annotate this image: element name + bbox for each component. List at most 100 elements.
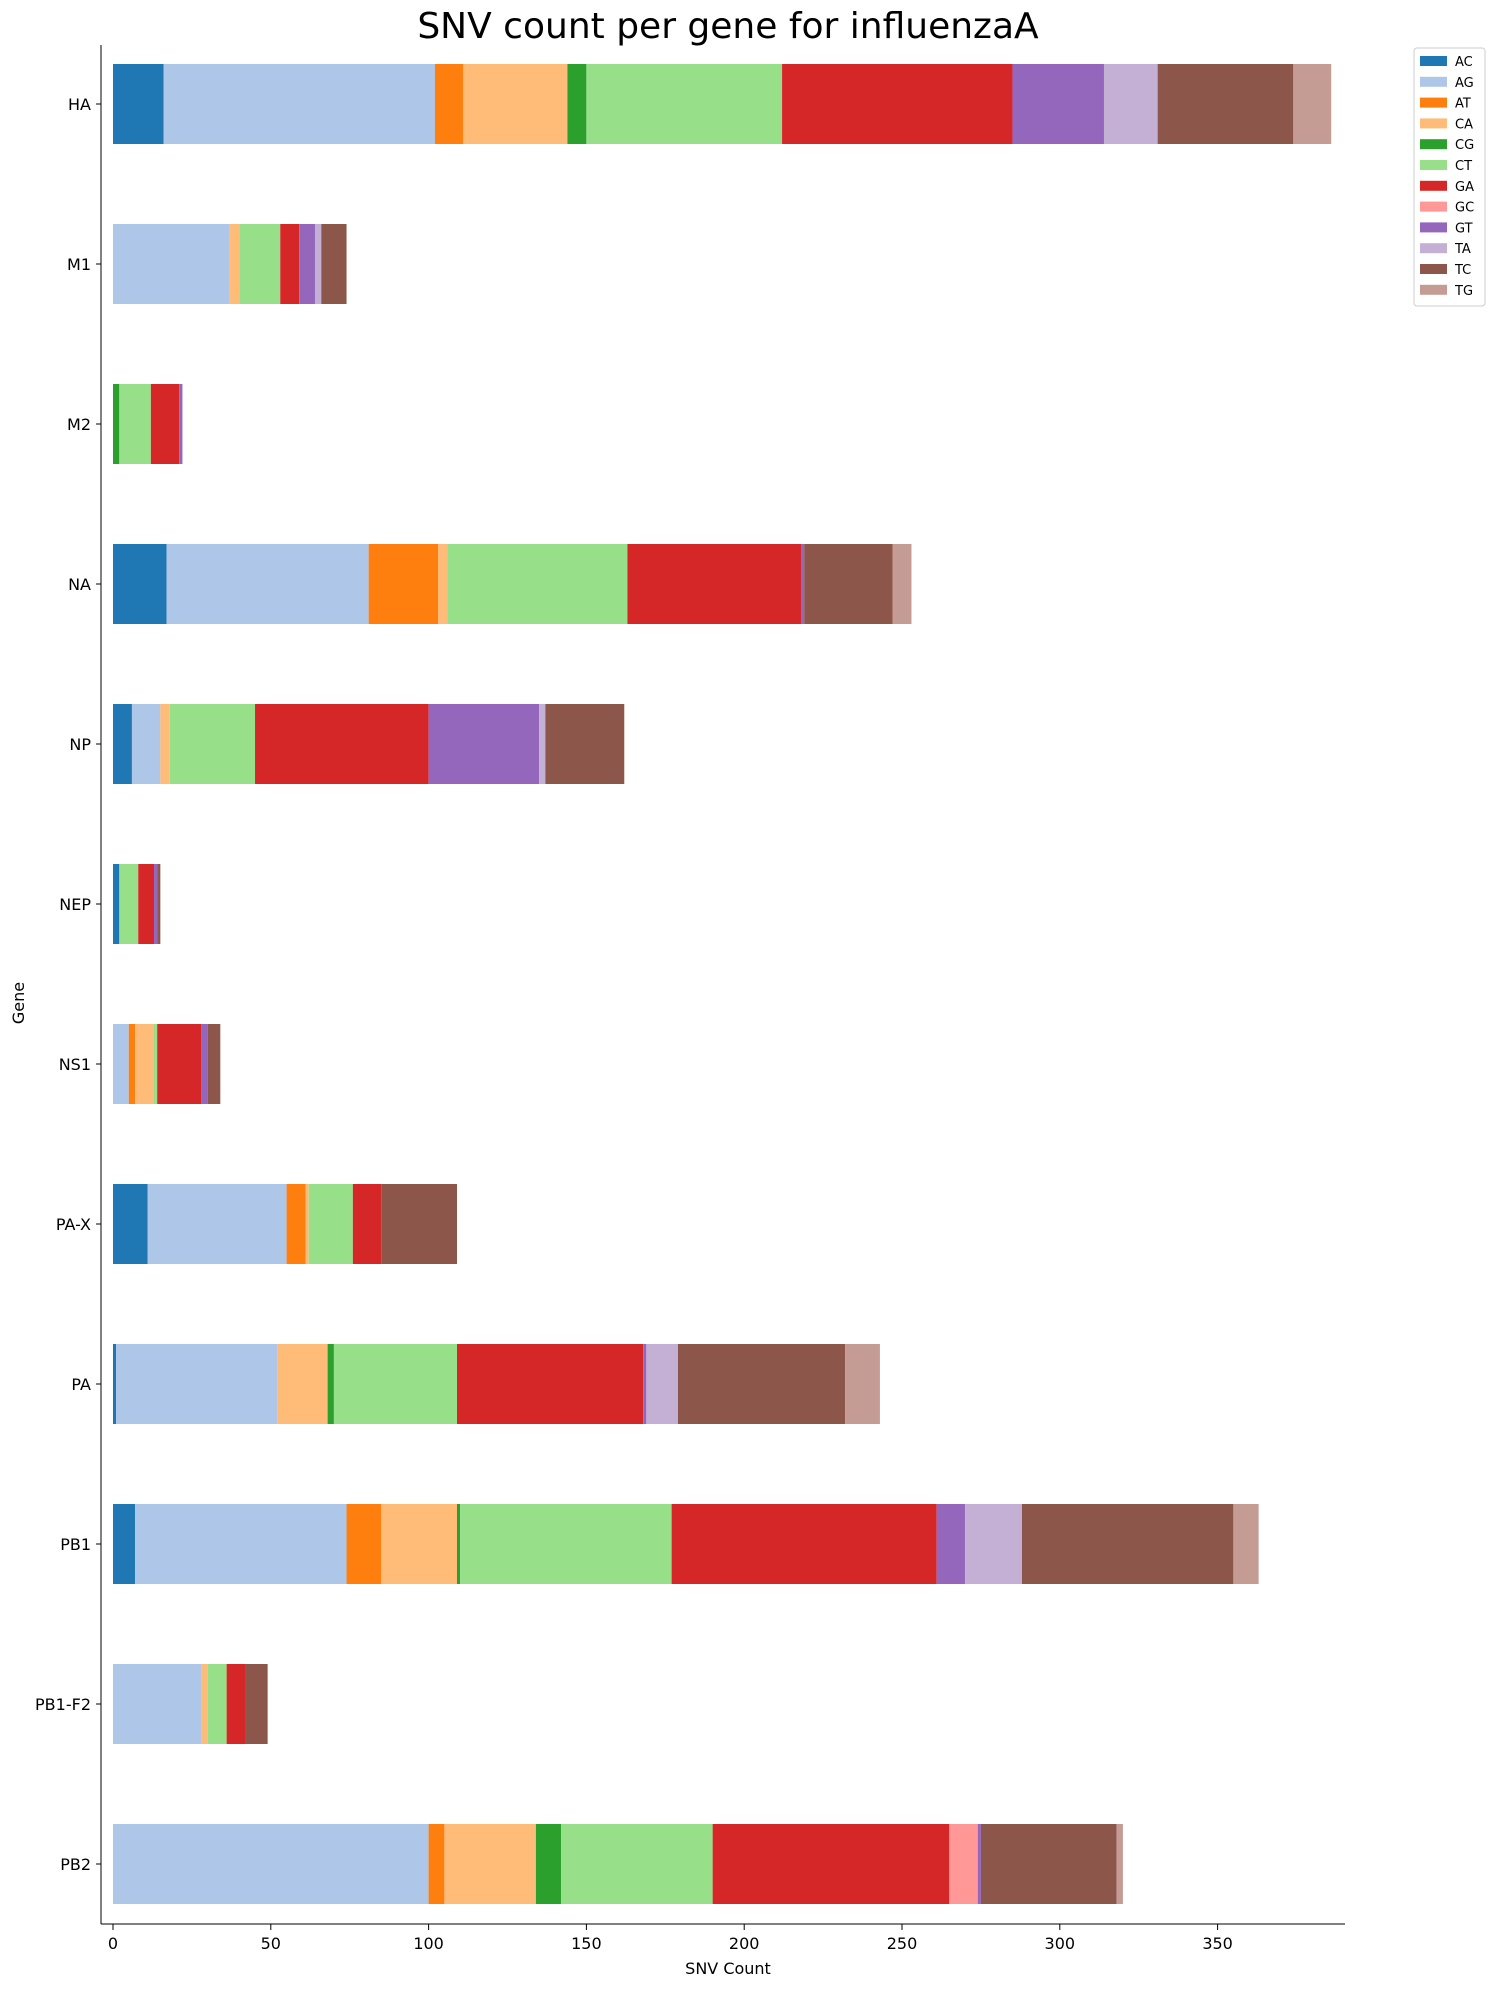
bar-segment-pb1-ta bbox=[965, 1504, 1022, 1584]
bar-segment-pb2-ca bbox=[444, 1824, 536, 1904]
bar-segment-ns1-at bbox=[128, 1024, 136, 1104]
bar-segment-pa-tc bbox=[677, 1344, 846, 1424]
legend-label-ta: TA bbox=[1454, 242, 1471, 257]
bar-segment-pa-ct bbox=[333, 1344, 458, 1424]
bar-segment-nep-tc bbox=[157, 864, 161, 944]
bar-segment-ha-ac bbox=[113, 64, 164, 144]
x-ticks-group: 0 50 100 150 200 250 300 350 bbox=[108, 1924, 1233, 1953]
bar-segment-ns1-ga bbox=[157, 1024, 202, 1104]
bar-segment-pb2-ag bbox=[113, 1824, 429, 1904]
bar-segment-ns1-gt bbox=[201, 1024, 208, 1104]
bar-segment-ns1-tc bbox=[207, 1024, 221, 1104]
bar-segment-pb2-gc bbox=[949, 1824, 978, 1904]
bar-segment-pa-ac bbox=[113, 1344, 117, 1424]
bar-segment-np-gt bbox=[428, 704, 540, 784]
bar-segment-pb1-tg bbox=[1233, 1504, 1259, 1584]
bar-segment-m2-ct bbox=[119, 384, 151, 464]
y-tick-label: NS1 bbox=[59, 1055, 91, 1074]
bar-segment-ha-at bbox=[434, 64, 464, 144]
legend-label-gt: GT bbox=[1455, 221, 1473, 236]
legend-swatch-ta bbox=[1420, 243, 1447, 254]
bar-segment-pb2-ga bbox=[712, 1824, 950, 1904]
bar-segment-m1-gt bbox=[299, 224, 315, 304]
bar-segment-ha-ta bbox=[1103, 64, 1158, 144]
legend-swatch-tg bbox=[1420, 284, 1447, 295]
bar-segment-ns1-ct bbox=[154, 1024, 158, 1104]
bar-segment-ha-cg bbox=[567, 64, 587, 144]
y-axis-label: Gene bbox=[9, 982, 28, 1024]
bar-segment-na-ct bbox=[447, 544, 628, 624]
bar-segment-m1-tc bbox=[321, 224, 347, 304]
y-tick-label: NEP bbox=[59, 895, 91, 914]
bar-segment-pb1-ag bbox=[135, 1504, 347, 1584]
bar-segment-na-tg bbox=[892, 544, 912, 624]
y-tick-label: HA bbox=[68, 95, 91, 114]
y-tick-label: PA bbox=[71, 1375, 91, 1394]
bar-segment-pa-cg bbox=[327, 1344, 334, 1424]
bar-segment-pa-ga bbox=[457, 1344, 644, 1424]
bar-segment-pb2-at bbox=[428, 1824, 445, 1904]
y-tick-label: PB1 bbox=[60, 1535, 91, 1554]
bar-segment-ns1-ca bbox=[135, 1024, 155, 1104]
y-tick-label: PB1-F2 bbox=[35, 1695, 91, 1714]
bar-segment-ha-ca bbox=[463, 64, 568, 144]
legend-swatch-gc bbox=[1420, 201, 1447, 212]
bar-segment-pb1-f2-tc bbox=[245, 1664, 268, 1744]
legend-swatch-tc bbox=[1420, 264, 1447, 274]
y-tick-label: M1 bbox=[67, 255, 91, 274]
bar-segment-nep-ga bbox=[138, 864, 155, 944]
y-ticks-group: HA M1 M2 NA NP NEP NS1 PA-X PA PB1 PB1-F2 PB2 bbox=[35, 95, 101, 1874]
legend-swatch-ca bbox=[1420, 118, 1447, 129]
bar-segment-m1-ag bbox=[113, 224, 230, 304]
y-tick-label: M2 bbox=[67, 415, 91, 434]
x-tick-label: 200 bbox=[729, 1934, 760, 1953]
bar-segment-ha-ct bbox=[586, 64, 783, 144]
legend-label-ga: GA bbox=[1455, 180, 1474, 195]
bar-segment-pb2-gt bbox=[977, 1824, 981, 1904]
bar-segment-m1-ta bbox=[314, 224, 322, 304]
legend-label-at: AT bbox=[1455, 97, 1471, 112]
bar-segment-pb1-f2-ag bbox=[113, 1664, 202, 1744]
bar-segment-nep-ct bbox=[119, 864, 139, 944]
bar-segment-na-gt bbox=[801, 544, 805, 624]
bar-segment-pb1-tc bbox=[1021, 1504, 1234, 1584]
legend-swatch-ct bbox=[1420, 160, 1447, 170]
bar-segment-pa-x-ag bbox=[147, 1184, 287, 1264]
bar-segment-na-ga bbox=[627, 544, 802, 624]
bar-segment-ha-tg bbox=[1293, 64, 1332, 144]
bar-segment-pa-x-tc bbox=[381, 1184, 458, 1264]
bar-segment-nep-gt bbox=[154, 864, 158, 944]
legend-label-cg: CG bbox=[1455, 138, 1474, 153]
bars-group bbox=[113, 64, 1332, 1904]
x-tick-label: 100 bbox=[413, 1934, 444, 1953]
legend-label-tg: TG bbox=[1454, 284, 1473, 299]
bar-segment-m1-ca bbox=[229, 224, 240, 304]
bar-segment-pa-ag bbox=[116, 1344, 278, 1424]
bar-segment-pb2-cg bbox=[535, 1824, 562, 1904]
bar-segment-pb1-cg bbox=[457, 1504, 461, 1584]
bar-segment-pb1-f2-ct bbox=[207, 1664, 227, 1744]
legend-swatch-gt bbox=[1420, 222, 1447, 233]
bar-segment-pa-x-ac bbox=[113, 1184, 148, 1264]
legend-label-ct: CT bbox=[1455, 159, 1472, 174]
bar-segment-pa-tg bbox=[845, 1344, 880, 1424]
bar-segment-pb2-tg bbox=[1116, 1824, 1123, 1904]
y-tick-label: PB2 bbox=[60, 1855, 91, 1874]
x-axis-label: SNV Count bbox=[685, 1959, 771, 1978]
y-tick-label: NA bbox=[68, 575, 91, 594]
chart-title: SNV count per gene for influenzaA bbox=[417, 6, 1039, 47]
bar-segment-pa-x-ca bbox=[305, 1184, 309, 1264]
bar-segment-pb1-f2-ga bbox=[226, 1664, 246, 1744]
bar-segment-np-ac bbox=[113, 704, 132, 784]
bar-segment-np-ta bbox=[539, 704, 546, 784]
bar-segment-ha-ga bbox=[782, 64, 1013, 144]
legend: AC AG AT CA CG CT GA GC GT TA TC TG bbox=[1413, 47, 1486, 307]
bar-segment-m2-cg bbox=[113, 384, 120, 464]
bar-segment-np-ca bbox=[160, 704, 170, 784]
legend-swatch-ga bbox=[1420, 180, 1447, 191]
bar-segment-ha-tc bbox=[1157, 64, 1294, 144]
y-tick-label: NP bbox=[69, 735, 91, 754]
bar-segment-pb1-gt bbox=[936, 1504, 966, 1584]
legend-label-ac: AC bbox=[1455, 55, 1473, 70]
